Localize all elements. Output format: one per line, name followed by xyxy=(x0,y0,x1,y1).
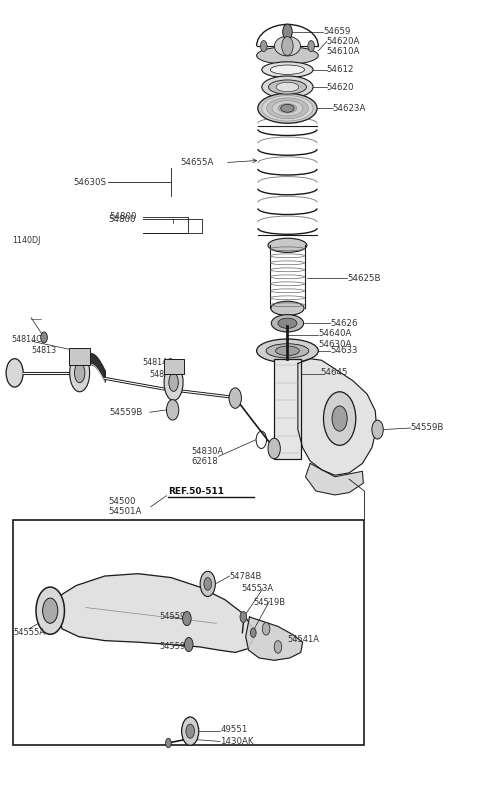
Circle shape xyxy=(240,611,247,623)
Ellipse shape xyxy=(262,95,313,121)
Circle shape xyxy=(268,439,280,458)
Circle shape xyxy=(261,40,267,52)
Ellipse shape xyxy=(270,65,304,75)
Text: 54553A: 54553A xyxy=(241,584,273,593)
Circle shape xyxy=(36,587,64,634)
Text: 54559B: 54559B xyxy=(109,408,143,417)
Text: 54559: 54559 xyxy=(159,642,186,651)
Polygon shape xyxy=(305,463,363,495)
Bar xyxy=(69,347,90,365)
Text: 54814C: 54814C xyxy=(143,358,173,367)
Circle shape xyxy=(308,40,314,52)
Polygon shape xyxy=(298,358,377,475)
Text: 54620: 54620 xyxy=(327,82,354,91)
Ellipse shape xyxy=(70,354,90,392)
Polygon shape xyxy=(57,573,253,653)
Ellipse shape xyxy=(271,301,304,316)
Text: 1430AK: 1430AK xyxy=(220,737,253,746)
Text: 54541A: 54541A xyxy=(288,634,320,644)
Circle shape xyxy=(324,392,356,446)
Circle shape xyxy=(262,623,270,635)
Text: 54501A: 54501A xyxy=(108,507,142,516)
Circle shape xyxy=(166,738,171,748)
Ellipse shape xyxy=(262,62,313,78)
Bar xyxy=(164,358,183,374)
Text: 54645: 54645 xyxy=(321,369,348,377)
Text: 54633: 54633 xyxy=(330,347,358,355)
Text: 54830A: 54830A xyxy=(192,447,224,456)
Ellipse shape xyxy=(169,374,179,392)
Ellipse shape xyxy=(268,80,306,94)
Text: 54626: 54626 xyxy=(330,319,358,328)
Circle shape xyxy=(6,358,23,387)
Ellipse shape xyxy=(74,363,85,383)
Circle shape xyxy=(167,400,179,420)
Ellipse shape xyxy=(262,76,313,98)
Text: 54612: 54612 xyxy=(327,65,354,75)
Text: 54555A: 54555A xyxy=(13,628,45,638)
Text: 1140DJ: 1140DJ xyxy=(12,236,41,245)
Circle shape xyxy=(184,638,193,652)
Bar xyxy=(13,520,364,745)
Circle shape xyxy=(182,611,191,626)
Text: 54655A: 54655A xyxy=(180,158,214,167)
Ellipse shape xyxy=(278,318,297,328)
Ellipse shape xyxy=(266,343,309,358)
Circle shape xyxy=(283,24,292,40)
Circle shape xyxy=(229,388,241,408)
Text: 54813: 54813 xyxy=(149,370,174,379)
Text: 54625B: 54625B xyxy=(347,274,381,283)
Text: 54800: 54800 xyxy=(109,213,137,221)
Ellipse shape xyxy=(276,346,300,355)
Circle shape xyxy=(274,641,282,653)
Text: 54814C: 54814C xyxy=(12,335,42,343)
Text: 54813: 54813 xyxy=(31,347,56,355)
Bar xyxy=(274,358,301,459)
Circle shape xyxy=(282,36,293,56)
Circle shape xyxy=(186,724,194,738)
Text: 54640A: 54640A xyxy=(318,329,352,338)
Circle shape xyxy=(181,717,199,745)
Ellipse shape xyxy=(266,98,308,119)
Text: 54784B: 54784B xyxy=(229,572,262,580)
Text: 49551: 49551 xyxy=(220,725,248,734)
Ellipse shape xyxy=(275,36,300,56)
Ellipse shape xyxy=(257,47,318,64)
Circle shape xyxy=(332,406,347,431)
Text: 54800: 54800 xyxy=(108,215,136,224)
Text: 54519B: 54519B xyxy=(253,598,286,607)
Circle shape xyxy=(41,332,48,343)
Circle shape xyxy=(200,571,216,596)
Ellipse shape xyxy=(257,339,318,362)
Text: 62618: 62618 xyxy=(192,458,218,466)
Ellipse shape xyxy=(278,104,297,113)
Ellipse shape xyxy=(268,238,307,252)
Text: 54630S: 54630S xyxy=(73,178,106,187)
Text: 54630A: 54630A xyxy=(318,340,352,349)
Ellipse shape xyxy=(272,101,303,116)
Ellipse shape xyxy=(271,315,303,332)
Text: 54610A: 54610A xyxy=(327,47,360,56)
Ellipse shape xyxy=(276,82,299,92)
Circle shape xyxy=(204,577,212,590)
Text: 54500: 54500 xyxy=(108,496,136,506)
Ellipse shape xyxy=(258,94,317,123)
Ellipse shape xyxy=(281,105,294,113)
Text: 54559: 54559 xyxy=(159,611,186,621)
Circle shape xyxy=(251,628,256,638)
Text: 54559B: 54559B xyxy=(411,423,444,432)
Circle shape xyxy=(43,598,58,623)
Text: 54623A: 54623A xyxy=(333,104,366,113)
Text: REF.50-511: REF.50-511 xyxy=(168,487,224,496)
Circle shape xyxy=(372,420,384,439)
Text: 54620A: 54620A xyxy=(327,36,360,46)
Polygon shape xyxy=(246,617,302,661)
Text: 54659: 54659 xyxy=(323,28,350,36)
Ellipse shape xyxy=(164,364,183,400)
